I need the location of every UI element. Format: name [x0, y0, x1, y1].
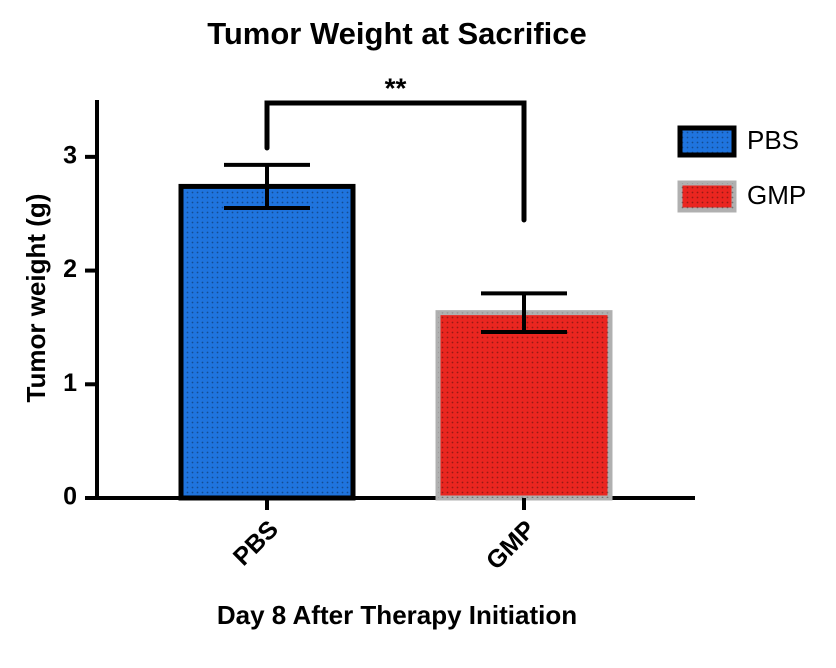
bar-texture: [181, 186, 353, 498]
chart-title: Tumor Weight at Sacrifice: [207, 16, 587, 51]
significance-label: **: [385, 72, 407, 103]
y-tick-label: 1: [63, 369, 77, 397]
significance-bracket: [264, 100, 527, 223]
legend-label: GMP: [747, 180, 806, 210]
error-bar: [224, 162, 310, 211]
y-tick-label: 3: [63, 141, 77, 169]
x-tick-label: PBS: [228, 515, 284, 571]
y-axis-label: Tumor weight (g): [21, 194, 51, 403]
legend-label: PBS: [747, 125, 799, 155]
error-bar: [481, 291, 567, 334]
legend-swatch-texture: [680, 183, 734, 210]
x-tick-label: GMP: [481, 515, 541, 575]
y-tick-label: 2: [63, 255, 77, 283]
bar-texture: [438, 312, 610, 498]
legend-swatch-texture: [680, 128, 734, 155]
y-tick-label: 0: [63, 483, 77, 511]
x-axis-label: Day 8 After Therapy Initiation: [217, 600, 577, 630]
